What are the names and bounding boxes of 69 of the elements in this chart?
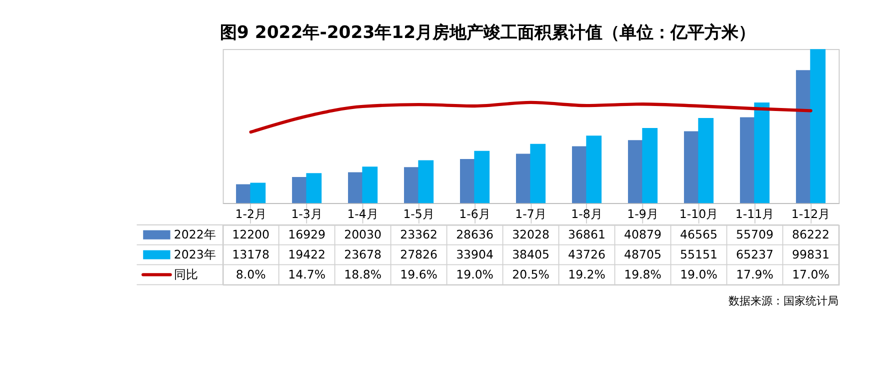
data-label: 55709 — [736, 227, 774, 242]
data-label: 99831 — [792, 247, 830, 262]
legend-label: 2022年 — [174, 227, 216, 242]
data-label: 20030 — [344, 227, 382, 242]
x-tick-label: 1-2月 — [235, 207, 266, 222]
data-label: 55151 — [680, 247, 718, 262]
data-label: 8.0% — [236, 267, 266, 282]
data-label: 19422 — [288, 247, 326, 262]
bar — [348, 172, 364, 204]
x-tick-label: 1-10月 — [679, 207, 718, 222]
data-label: 12200 — [232, 227, 270, 242]
bar — [754, 102, 770, 204]
bar — [810, 49, 826, 204]
data-label: 18.8% — [344, 267, 382, 282]
data-label: 28636 — [456, 227, 494, 242]
data-label: 17.0% — [792, 267, 830, 282]
data-label: 86222 — [792, 227, 830, 242]
data-label: 23678 — [344, 247, 382, 262]
chart-title: 图9 2022年-2023年12月房地产竣工面积累计值（单位：亿平方米） — [220, 22, 756, 43]
data-label: 40879 — [624, 227, 662, 242]
bar — [362, 166, 378, 204]
bar — [306, 173, 322, 204]
bar — [292, 177, 308, 204]
data-label: 19.6% — [400, 267, 438, 282]
data-label: 48705 — [624, 247, 662, 262]
data-label: 20.5% — [512, 267, 550, 282]
data-label: 32028 — [512, 227, 550, 242]
bar — [698, 118, 714, 204]
source-note: 数据来源：国家统计局 — [728, 294, 839, 308]
bar — [474, 150, 490, 204]
bar — [404, 167, 420, 204]
x-tick-label: 1-12月 — [791, 207, 830, 222]
data-label: 16929 — [288, 227, 326, 242]
x-tick-label: 1-6月 — [459, 207, 490, 222]
x-tick-label: 1-7月 — [515, 207, 546, 222]
bar — [684, 131, 700, 204]
data-label: 65237 — [736, 247, 774, 262]
legend-label: 2023年 — [174, 247, 216, 262]
x-tick-label: 1-4月 — [347, 207, 378, 222]
x-tick-label: 1-8月 — [571, 207, 602, 222]
x-tick-label: 1-5月 — [403, 207, 434, 222]
bar — [628, 140, 644, 204]
legend-label: 同比 — [174, 267, 198, 282]
bar — [250, 182, 266, 204]
data-label: 38405 — [512, 247, 550, 262]
data-label: 27826 — [400, 247, 438, 262]
data-label: 19.0% — [680, 267, 718, 282]
x-tick-label: 1-9月 — [627, 207, 658, 222]
data-label: 46565 — [680, 227, 718, 242]
data-label: 17.9% — [736, 267, 774, 282]
bar — [642, 128, 658, 204]
data-label: 33904 — [456, 247, 494, 262]
data-label: 13178 — [232, 247, 270, 262]
bar — [530, 144, 546, 204]
data-label: 19.8% — [624, 267, 662, 282]
data-label: 23362 — [400, 227, 438, 242]
x-tick-label: 1-11月 — [735, 207, 774, 222]
bar — [516, 154, 532, 204]
bar — [460, 158, 476, 204]
data-label: 36861 — [568, 227, 606, 242]
bar — [572, 146, 588, 204]
bar — [586, 136, 602, 204]
bar — [740, 117, 756, 204]
data-label: 43726 — [568, 247, 606, 262]
bar — [418, 160, 434, 204]
data-label: 19.2% — [568, 267, 606, 282]
data-label: 19.0% — [456, 267, 494, 282]
x-tick-label: 1-3月 — [291, 207, 322, 222]
data-label: 14.7% — [288, 267, 326, 282]
